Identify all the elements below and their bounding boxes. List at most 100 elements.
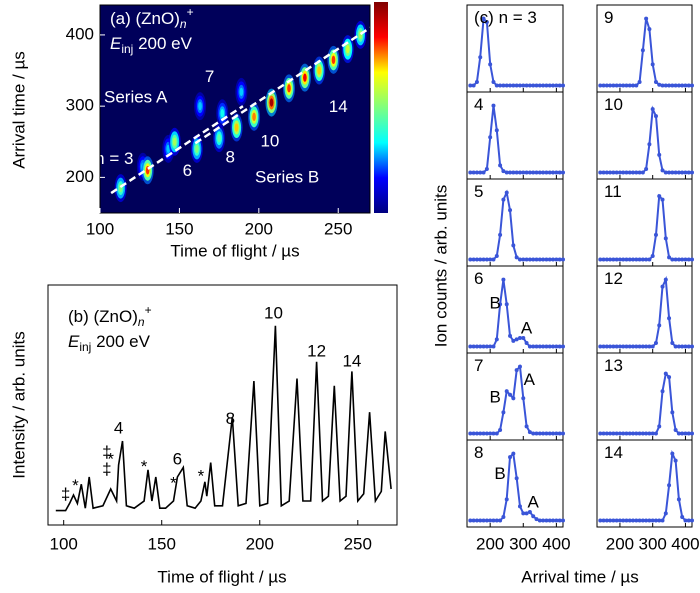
profile-point [517,257,522,262]
profile-point [608,518,613,523]
profile-line [600,371,692,435]
profile-point [531,514,536,519]
profile-point [601,431,606,436]
profile-point [650,518,655,523]
profile-point [617,344,622,349]
profile-point [690,83,694,88]
profile-point [650,253,655,258]
profile-point [517,364,522,369]
profile-point [557,83,562,88]
profile-point [504,302,509,307]
profile-point [508,170,513,175]
profile-point [680,431,685,436]
profile-point [621,518,626,523]
profile-point [527,344,532,349]
profile-point [544,83,549,88]
profile-point [680,257,685,262]
profile-point [557,170,562,175]
profile-point [504,170,509,175]
profile-point [637,344,642,349]
profile-point [484,431,489,436]
spot-ring [172,137,177,146]
profile-line [470,364,563,435]
profile-point [511,396,516,401]
profile-point [676,431,681,436]
profile-point [537,344,542,349]
profile-point [627,170,632,175]
profile-point [557,344,562,349]
cluster-size: 10 [604,95,623,114]
annotation: B [489,388,500,407]
profile-point [484,257,489,262]
cluster-size: 12 [604,269,623,288]
cluster-size: 11 [604,182,622,201]
profile-point [501,197,506,202]
profile-point [663,511,668,516]
profile-point [657,518,662,523]
spot-ring [269,98,274,107]
panel-frame [596,439,693,528]
annotation: * [72,476,79,495]
profile-point [686,257,691,262]
profile-point [494,253,499,258]
profile-point [670,340,675,345]
profile-point [561,83,565,88]
profile-point [604,344,609,349]
spot [194,92,207,121]
profile-point [498,163,503,168]
x-tick-label: 300 [639,534,667,553]
profile-point [604,518,609,523]
spot-ring [234,123,239,132]
profile-point [547,257,552,262]
profile-point [494,128,499,133]
profile-point [653,340,658,345]
profile-point [670,170,675,175]
profile-point [624,170,629,175]
profile-point [601,344,606,349]
profile-point [534,431,539,436]
profile-point [527,430,532,435]
profile-point [667,316,672,321]
heatmap-area [114,20,367,203]
annotation: n = 3 [95,149,133,168]
profile-point [640,518,645,523]
annotation: 6 [173,450,182,469]
profile-point [514,476,519,481]
profile-point [551,344,556,349]
profile-point [634,83,639,88]
panel-label: 14 [604,443,623,462]
spot-ring [195,144,199,154]
profile-point [504,190,509,195]
profile-point [634,431,639,436]
colorbar [374,2,388,213]
spot-ring [303,73,307,82]
profile-point [690,257,694,262]
profile-point [481,518,486,523]
profile-point [608,83,613,88]
profile-point [667,170,672,175]
profile-point [491,79,496,84]
profile-point [521,396,526,401]
profile-point [527,170,532,175]
profile-point [481,170,486,175]
profile-point [653,431,658,436]
profile-point [514,337,519,342]
profile-point [547,170,552,175]
profile-point [521,511,526,516]
profile-point [494,83,499,88]
profile-point [631,83,636,88]
profile-point [554,431,559,436]
spot [213,124,226,153]
profile-point [676,170,681,175]
profile-point [474,257,479,262]
profile-point [667,83,672,88]
profile-point [517,336,522,341]
profile-point [598,170,603,175]
title-superscript: + [187,5,194,19]
profile-point [611,518,616,523]
profile-point [680,514,685,519]
profile-point [614,431,619,436]
profile-line [600,449,692,522]
profile-point [481,431,486,436]
